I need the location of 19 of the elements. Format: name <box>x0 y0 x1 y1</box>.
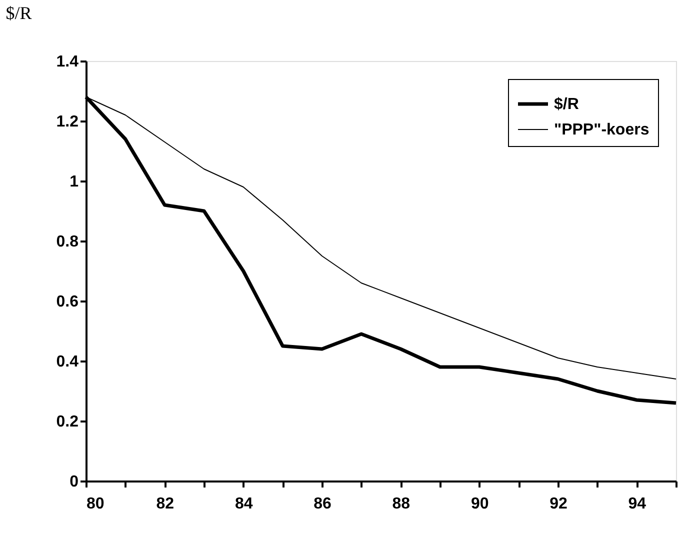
legend-label: $/R <box>554 96 580 113</box>
y-tick-label: 1.2 <box>56 114 79 130</box>
y-tick-label: 0.4 <box>56 354 79 370</box>
y-tick-label: 0.6 <box>56 294 79 310</box>
x-tick-label: 88 <box>392 496 410 512</box>
legend-label: "PPP"-koers <box>554 122 650 138</box>
y-tick-label: 1 <box>70 174 79 190</box>
x-tick-label: 82 <box>156 496 174 512</box>
x-tick-label: 86 <box>314 496 332 512</box>
x-tick-label: 90 <box>470 496 489 512</box>
y-tick-label: 0.2 <box>56 414 79 430</box>
x-tick-label: 94 <box>628 496 646 512</box>
x-tick-label: 92 <box>550 496 568 512</box>
x-tick-label: 80 <box>86 496 104 512</box>
y-tick-label: 0 <box>70 474 79 490</box>
y-tick-label: 0.8 <box>56 234 79 250</box>
y-tick-label: 1.4 <box>56 54 79 70</box>
x-tick-label: 84 <box>234 496 253 512</box>
chart-title: $/R <box>6 3 32 23</box>
